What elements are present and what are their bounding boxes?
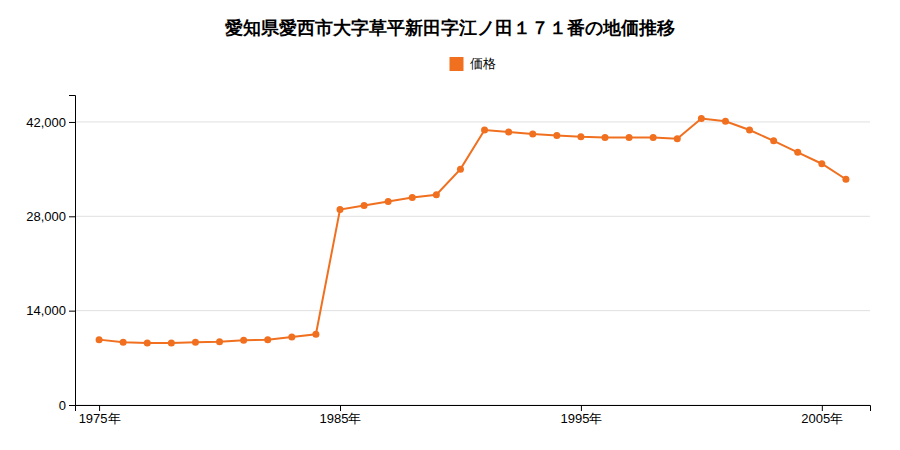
point [770,137,777,144]
x-tick-label: 1975年 [79,411,121,426]
y-tick: 0 [59,398,75,413]
point [240,337,247,344]
x-tick: 1985年 [320,405,362,426]
chart: 1975年 1985年 1995年 2005年 0 14,000 28,000 42,000 愛… [0,0,900,450]
y-axis-line [69,96,76,406]
y-tick: 42,000 [26,115,75,130]
x-tick-label: 2005年 [801,411,843,426]
legend-swatch [450,57,464,71]
point [96,336,103,343]
point [529,131,536,138]
y-tick-mark [69,122,75,123]
y-tick-mark [69,216,75,217]
grid-line [75,121,870,122]
marks [96,115,850,346]
point [288,333,295,340]
x-tick-label: 1995年 [560,411,602,426]
grid-line [75,310,870,311]
point [842,176,849,183]
point [650,134,657,141]
plot-area: 1975年 1985年 1995年 2005年 0 14,000 28,000 42,000 [26,96,870,427]
point [120,339,127,346]
point [818,160,825,167]
point [481,127,488,134]
point [457,166,464,173]
point [626,134,633,141]
legend-label: 価格 [470,56,496,71]
y-tick: 28,000 [26,209,75,224]
x-tick-mark [99,405,100,411]
line [99,119,846,343]
x-tick-mark [340,405,341,411]
legend: 価格 [450,56,496,71]
point [794,149,801,156]
point [361,202,368,209]
y-tick-label: 28,000 [26,209,66,224]
point [602,134,609,141]
y-tick-label: 0 [59,398,66,413]
x-tick-mark [822,405,823,411]
point [192,339,199,346]
x-axis: 1975年 1985年 1995年 2005年 [76,405,871,426]
point [312,331,319,338]
point [553,132,560,139]
title: 愛知県愛西市大字草平新田字江ノ田１７１番の地価推移 [225,17,675,38]
y-tick: 14,000 [26,303,75,318]
point [216,338,223,345]
point [385,198,392,205]
x-tick: 2005年 [801,405,843,426]
x-axis-line [76,406,871,412]
point [433,191,440,198]
x-tick-label: 1985年 [320,411,362,426]
point [144,340,151,347]
point [746,127,753,134]
point [168,340,175,347]
y-tick-mark [69,405,75,406]
point [337,206,344,213]
y-axis: 0 14,000 28,000 42,000 [26,96,75,413]
x-tick: 1975年 [79,405,121,426]
x-tick: 1995年 [560,405,602,426]
legend-item: 価格 [450,56,496,71]
y-tick-mark [69,311,75,312]
y-tick-label: 14,000 [26,303,66,318]
point [409,194,416,201]
grid-line [75,216,870,217]
point [674,135,681,142]
point [698,115,705,122]
grid [75,122,870,405]
point [577,133,584,140]
y-tick-label: 42,000 [26,115,66,130]
x-tick-mark [581,405,582,411]
point [722,118,729,125]
point [264,336,271,343]
point [505,129,512,136]
